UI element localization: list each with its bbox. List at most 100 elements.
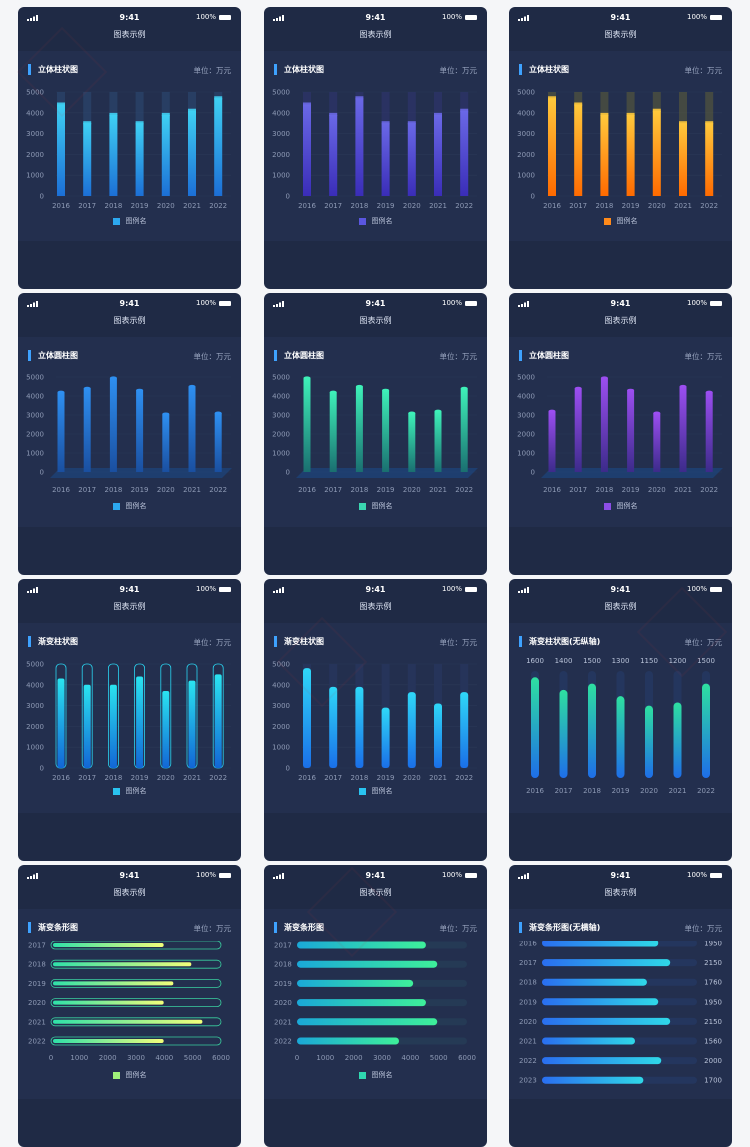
bar-cap (57, 390, 65, 394)
chart-card: 9:41 100% 图表示例 立体柱状图 单位：万元 0 1000 2000 3000 4000 5… (264, 7, 487, 289)
y-tick-label: 4000 (517, 393, 535, 401)
nav-title: 图表示例 (113, 888, 146, 897)
x-tick-label: 2019 (377, 202, 395, 210)
bar-cap (548, 96, 556, 100)
x-tick-label: 2022 (209, 486, 227, 494)
bar-cap (83, 386, 91, 390)
x-tick-label: 3000 (373, 1054, 391, 1062)
legend-label: 图例名 (125, 787, 147, 795)
value-label: 2150 (704, 959, 722, 967)
unit-label: 单位：万元 (439, 638, 478, 647)
nav-title: 图表示例 (113, 316, 146, 325)
y-tick-label: 4000 (272, 109, 290, 117)
x-tick-label: 2022 (455, 486, 473, 494)
chart-legend: 图例名 (509, 216, 732, 226)
x-tick-label: 2022 (209, 774, 227, 782)
chart-legend: 图例名 (18, 786, 241, 796)
bar (53, 943, 164, 947)
status-bar: 9:41 100% (264, 7, 487, 27)
x-tick-label: 2017 (324, 486, 342, 494)
status-time: 9:41 (119, 871, 140, 880)
x-tick-label: 1000 (70, 1054, 88, 1062)
legend-label: 图例名 (371, 787, 393, 795)
x-tick-label: 2016 (298, 486, 316, 494)
floor-plane (296, 468, 478, 478)
status-bar: 9:41 100% (264, 865, 487, 885)
chart-title: 立体圆柱图 (519, 350, 569, 361)
bar (83, 123, 92, 196)
x-tick-label: 2021 (183, 202, 201, 210)
x-tick-label: 2018 (595, 486, 613, 494)
y-tick-label: 2000 (26, 431, 44, 439)
bar-cap (408, 411, 416, 415)
status-time: 9:41 (365, 299, 386, 308)
x-tick-label: 2019 (131, 774, 149, 782)
status-bar: 9:41 100% (509, 7, 732, 27)
nav-title: 图表示例 (604, 316, 637, 325)
category-label: 2020 (28, 999, 46, 1007)
bar-track (50, 979, 222, 988)
y-tick-label: 3000 (272, 702, 290, 710)
bar (407, 123, 416, 196)
status-time: 9:41 (610, 585, 631, 594)
x-tick-label: 2000 (345, 1054, 363, 1062)
bar (53, 1019, 203, 1024)
chart-plot: 2016 1950 2017 2150 2018 1760 2019 1950 2020 2150… (519, 941, 722, 1085)
x-tick-label: 2000 (99, 1054, 117, 1062)
y-tick-label: 3000 (26, 412, 44, 420)
x-tick-label: 2016 (52, 774, 70, 782)
bar (542, 1076, 644, 1084)
value-label: 1200 (669, 657, 687, 665)
x-tick-label: 2020 (157, 774, 175, 782)
bar (645, 705, 653, 778)
bar (109, 114, 118, 196)
x-tick-label: 2018 (104, 202, 122, 210)
bar (434, 411, 442, 472)
category-label: 2019 (274, 980, 292, 988)
bar-track (50, 1036, 222, 1046)
y-tick-label: 0 (286, 469, 290, 477)
x-tick-label: 2020 (157, 486, 175, 494)
y-tick-label: 1000 (26, 744, 44, 752)
battery-icon: 100% (442, 299, 477, 307)
nav-title: 图表示例 (359, 602, 392, 611)
x-tick-label: 2021 (674, 202, 692, 210)
category-label: 2017 (28, 942, 46, 950)
x-tick-label: 2016 (543, 202, 561, 210)
y-tick-label: 5000 (26, 661, 44, 669)
x-tick-label: 6000 (458, 1054, 476, 1062)
bar (542, 1037, 635, 1045)
bar (161, 114, 170, 196)
chart-legend: 图例名 (264, 501, 487, 511)
battery-icon: 100% (687, 871, 722, 879)
unit-label: 单位：万元 (684, 352, 723, 361)
y-tick-label: 0 (531, 193, 535, 201)
x-tick-label: 2017 (78, 486, 96, 494)
x-tick-label: 2017 (555, 787, 573, 795)
legend-label: 图例名 (125, 1071, 147, 1079)
chart-panel (18, 337, 241, 527)
chart-plot: 0 1000 2000 3000 4000 5000 2016 2017 2018 2019 202… (26, 374, 232, 494)
bar-cap (161, 112, 170, 116)
bar (297, 999, 426, 1007)
x-tick-label: 2019 (622, 202, 640, 210)
x-tick-label: 2020 (648, 202, 666, 210)
bar-cap (382, 388, 390, 392)
nav-title: 图表示例 (604, 602, 637, 611)
bar-cap (548, 409, 556, 413)
y-tick-label: 1000 (517, 450, 535, 458)
y-tick-label: 1000 (272, 450, 290, 458)
chart-plot: 0 1000 2000 3000 4000 5000 2016 2017 2018 2019 202… (517, 374, 723, 494)
chart-plot: 0 1000 2000 3000 4000 5000 2016 2017 2018 2019 202… (26, 661, 231, 782)
bar (434, 114, 442, 196)
bar (548, 98, 556, 196)
x-tick-label: 2019 (377, 774, 395, 782)
status-bar: 9:41 100% (264, 579, 487, 599)
bar (355, 386, 363, 472)
chart-plot: 0 1000 2000 3000 4000 5000 2016 2017 2018 2019 202… (272, 661, 477, 782)
y-tick-label: 5000 (517, 374, 535, 382)
bar (542, 998, 659, 1006)
y-tick-label: 4000 (272, 681, 290, 689)
bar-cap (188, 384, 196, 389)
chart-card: 9:41 100% 图表示例 立体柱状图 单位：万元 0 1000 2000 3000 4000 5… (509, 7, 732, 289)
